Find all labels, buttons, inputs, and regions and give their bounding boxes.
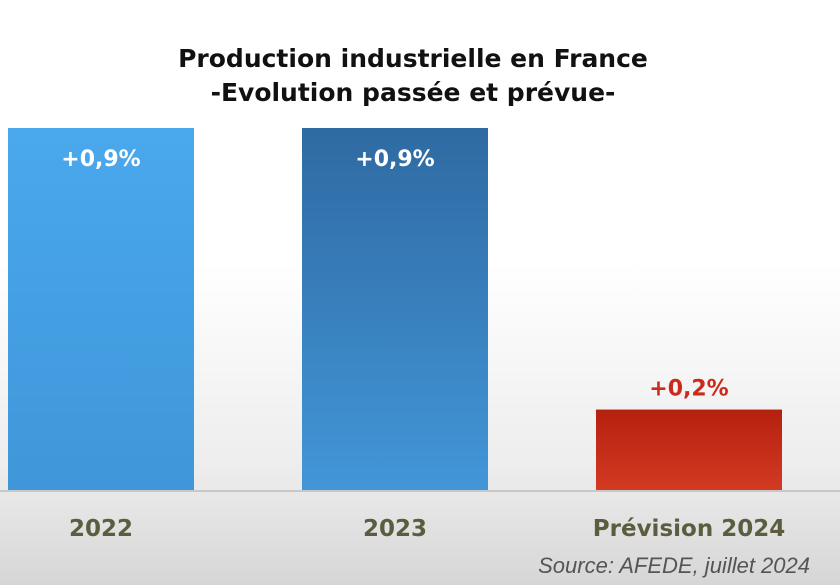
chart-title-main: Production industrielle en France — [178, 44, 648, 73]
category-label-1: 2023 — [363, 516, 427, 542]
data-label-0: +0,9% — [61, 147, 140, 172]
category-label-2: Prévision 2024 — [593, 516, 785, 542]
bar-0 — [8, 128, 194, 490]
bar-2 — [596, 409, 782, 490]
data-label-1: +0,9% — [355, 147, 434, 172]
source-note: Source: AFEDE, juillet 2024 — [538, 553, 810, 578]
category-label-0: 2022 — [69, 516, 133, 542]
chart-title: Production industrielle en France -Evolu… — [0, 42, 826, 110]
bar-1 — [302, 128, 488, 490]
data-label-2: +0,2% — [649, 377, 728, 402]
chart-subtitle: -Evolution passée et prévue- — [210, 78, 616, 107]
